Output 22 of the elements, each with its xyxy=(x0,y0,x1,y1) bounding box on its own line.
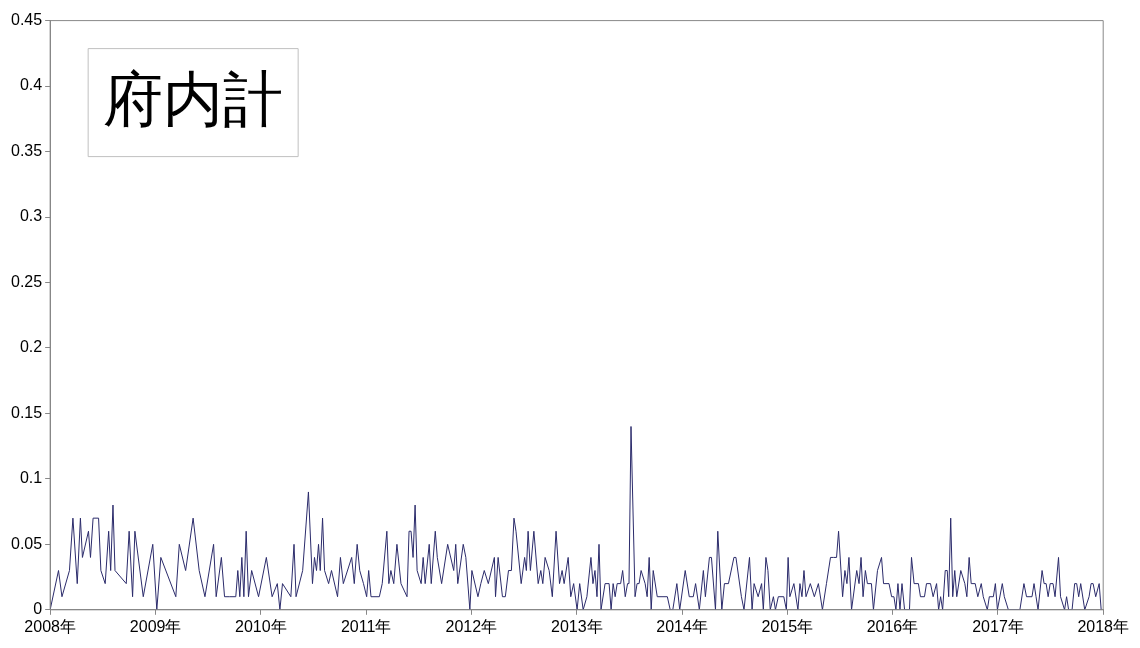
y-tick-label: 0.4 xyxy=(19,76,43,94)
y-tick-label: 0.15 xyxy=(11,403,43,421)
x-tick-label: 2018年 xyxy=(1077,617,1129,635)
y-tick-label: 0.05 xyxy=(11,534,43,552)
x-tick-label: 2010年 xyxy=(235,617,287,635)
text: 府内計 xyxy=(103,67,284,134)
x-tick-label: 2017年 xyxy=(972,617,1024,635)
y-tick-label: 0.35 xyxy=(11,141,43,159)
x-tick-label: 2015年 xyxy=(761,617,814,635)
x-tick-label: 2011年 xyxy=(340,617,392,635)
x-tick-label: 2012年 xyxy=(445,617,498,635)
y-tick-label: 0.45 xyxy=(11,11,43,29)
x-tick-label: 2009年 xyxy=(129,617,182,635)
y-tick-label: 0.2 xyxy=(19,338,43,356)
y-tick-label: 0.25 xyxy=(11,272,43,290)
x-tick-label: 2014年 xyxy=(656,617,708,635)
x-tick-label: 2016年 xyxy=(866,617,919,635)
x-tick-label: 2008年 xyxy=(24,617,76,635)
x-tick-label: 2013年 xyxy=(551,617,603,635)
y-tick-label: 0 xyxy=(33,600,43,618)
y-tick-label: 0.3 xyxy=(19,207,43,225)
y-tick-label: 0.1 xyxy=(19,469,43,487)
